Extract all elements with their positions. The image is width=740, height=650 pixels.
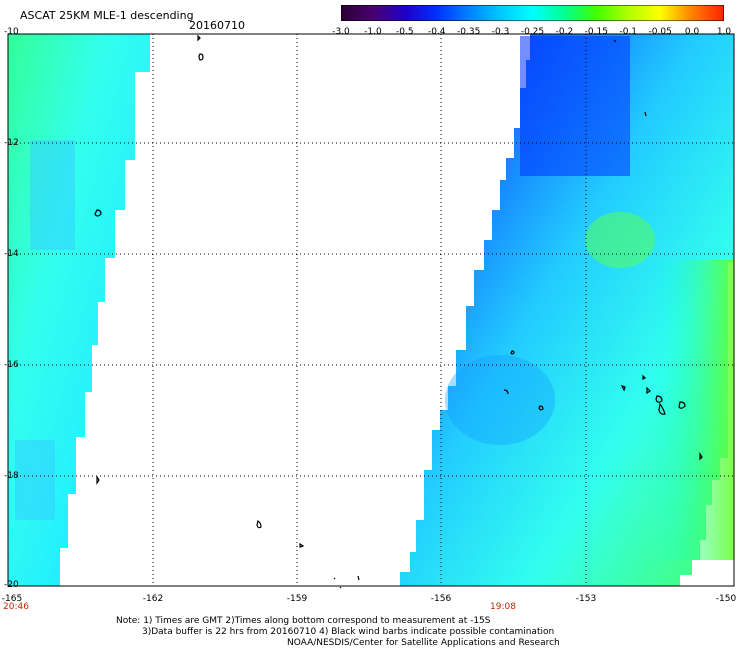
colorbar-tick-label: -0.2 (555, 27, 574, 37)
island-outlines (94, 34, 703, 589)
lon-label: -156 (430, 594, 452, 604)
note-line: 3)Data buffer is 22 hrs from 20160710 4)… (142, 627, 555, 637)
swath-east-right-green (650, 260, 734, 560)
note-line: Note: 1) Times are GMT 2)Times along bot… (116, 616, 491, 626)
colorbar-tick-label: -0.1 (619, 27, 638, 37)
colorbar-tick-label: -3.0 (332, 27, 350, 37)
colorbar-labels: -3.0 -1.0 -0.5 -0.4 -0.35 -0.3 -0.25 -0.2 -0.15 -… (330, 27, 740, 39)
colorbar-tick-label: -0.4 (427, 27, 446, 37)
colorbar-tick-label: -0.3 (491, 27, 510, 37)
colorbar (341, 5, 724, 21)
lat-label: -16 (4, 360, 19, 370)
swath-east-green-patch (585, 212, 655, 268)
note-line: NOAA/NESDIS/Center for Satellite Applica… (287, 638, 560, 648)
lat-label: -18 (4, 471, 19, 481)
colorbar-tick-label: -0.5 (396, 27, 414, 37)
map-title: ASCAT 25KM MLE-1 descending (20, 9, 194, 22)
colorbar-tick-label: -1.0 (364, 27, 382, 37)
grid-lines (8, 34, 734, 586)
colorbar-tick-label: -0.25 (520, 27, 545, 37)
colorbar-tick-label: -0.15 (584, 27, 608, 37)
plot-frame (7, 33, 735, 587)
lon-label: -165 (1, 594, 23, 604)
lat-label: -20 (4, 580, 19, 590)
lon-label: -159 (286, 594, 308, 604)
colorbar-tick-label: 0.0 (684, 27, 700, 37)
colorbar-gradient (341, 5, 724, 21)
lat-label: -12 (4, 138, 19, 148)
lat-label: -10 (4, 27, 19, 37)
time-label: 20:46 (3, 602, 29, 612)
colorbar-tick-label: -0.35 (457, 27, 481, 37)
swath-east-blue-patch (445, 355, 555, 445)
colorbar-tick-label: -0.05 (648, 27, 672, 37)
lon-label: -162 (142, 594, 164, 604)
lat-label: -14 (4, 249, 19, 259)
lon-label: -153 (575, 594, 597, 604)
map-date: 20160710 (189, 19, 245, 32)
swath-west-blue-patch (30, 140, 75, 250)
swath-east-blue-patch (520, 36, 630, 176)
swath-west-blue-patch (15, 440, 55, 520)
time-label: 19:08 (490, 602, 516, 612)
lon-label: -150 (715, 594, 737, 604)
footnotes: Note: 1) Times are GMT 2)Times along bot… (116, 616, 560, 649)
colorbar-tick-label: 1.0 (716, 27, 732, 37)
